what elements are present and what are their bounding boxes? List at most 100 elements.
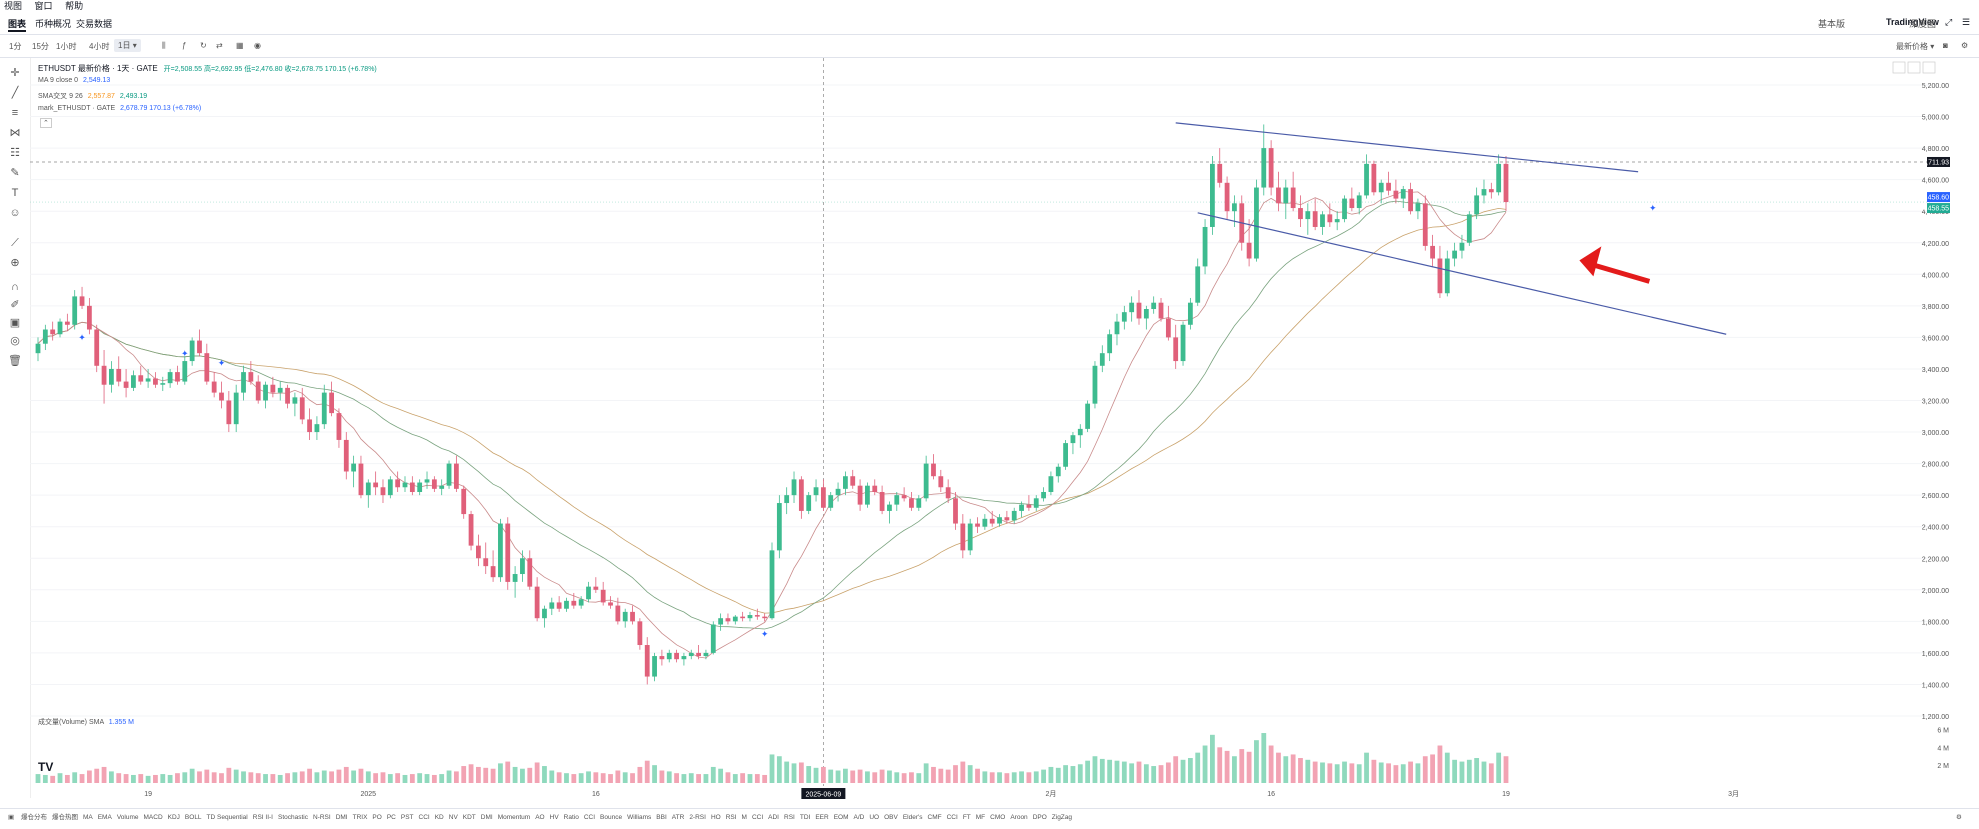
indicator-item[interactable]: RSI: [784, 814, 795, 821]
compare-icon[interactable]: ⇄: [216, 41, 223, 50]
indicator-item[interactable]: CCI: [751, 814, 764, 821]
indicator-item[interactable]: PO: [372, 814, 382, 821]
indicator-item[interactable]: HV: [549, 814, 559, 821]
indicator-item[interactable]: 爆仓热图: [51, 814, 78, 821]
trendline-icon[interactable]: ╱: [11, 87, 19, 99]
pencil-lock-icon[interactable]: ✐: [10, 299, 20, 311]
settings-icon[interactable]: ⚙: [1956, 814, 1962, 821]
indicator-item[interactable]: Momentum: [497, 814, 531, 821]
gann-icon[interactable]: ☷: [10, 147, 20, 159]
indicator-item[interactable]: DMI: [480, 814, 493, 821]
trash-icon[interactable]: 🗑: [8, 355, 22, 367]
interval-4h[interactable]: 4小时: [89, 42, 110, 51]
indicator-item[interactable]: Bounce: [600, 814, 623, 821]
replay-icon[interactable]: ↻: [200, 41, 207, 50]
gear-icon[interactable]: ⚙: [1961, 41, 1969, 50]
tab-coin-overview[interactable]: 币种概况: [35, 19, 72, 29]
indicator-item[interactable]: Aroon: [1010, 814, 1028, 821]
indicator-item[interactable]: PST: [400, 814, 414, 821]
indicator-item[interactable]: EOM: [833, 814, 849, 821]
indicator-item[interactable]: KDJ: [167, 814, 180, 821]
indicator-item[interactable]: HO: [710, 814, 721, 821]
indicator-item[interactable]: KDT: [462, 814, 476, 821]
indicator-item[interactable]: MF: [975, 814, 986, 821]
tab-trading-data[interactable]: 交易数据: [76, 19, 113, 29]
zoom-icon[interactable]: ⊕: [10, 257, 20, 269]
indicator-item[interactable]: MACD: [143, 814, 163, 821]
indicator-item[interactable]: Stochastic: [277, 814, 308, 821]
indicator-item[interactable]: N-RSI: [312, 814, 331, 821]
indicator-item[interactable]: CMO: [990, 814, 1006, 821]
indicator-item[interactable]: M: [741, 814, 747, 821]
indicator-item[interactable]: AO: [535, 814, 545, 821]
legend-symbol[interactable]: ETHUSDT 最新价格 · 1天 · GATE: [38, 64, 158, 73]
indicator-item[interactable]: ZigZag: [1051, 814, 1073, 821]
interval-1m[interactable]: 1分: [9, 42, 22, 51]
indicator-item[interactable]: ATR: [671, 814, 685, 821]
ruler-icon[interactable]: ⟋: [11, 237, 19, 249]
mode-depth[interactable]: 深度图: [1909, 19, 1937, 29]
settings-circle-icon[interactable]: ◉: [254, 41, 261, 50]
menu-window[interactable]: 窗口: [34, 1, 53, 11]
indicator-item[interactable]: CCI: [583, 814, 596, 821]
menu-view[interactable]: 视图: [4, 1, 23, 11]
mode-basic[interactable]: 基本版: [1818, 19, 1846, 29]
candle-type-icon[interactable]: ⫼: [162, 41, 166, 50]
indicator-item[interactable]: FT: [962, 814, 971, 821]
legend-mark-row[interactable]: mark_ETHUSDT · GATE 2,678.79 170.13 (+6.…: [38, 105, 201, 112]
indicator-item[interactable]: EER: [815, 814, 829, 821]
chart-canvas[interactable]: 5,200.005,000.004,800.004,600.004,400.00…: [30, 58, 1950, 808]
indicator-item[interactable]: EMA: [97, 814, 112, 821]
indicator-item[interactable]: KD: [434, 814, 444, 821]
interval-1d[interactable]: 1日 ▾: [114, 39, 141, 52]
camera-icon[interactable]: ◙: [1943, 41, 1948, 50]
emoji-icon[interactable]: ☺: [9, 207, 21, 219]
lock-icon[interactable]: ▣: [9, 317, 21, 329]
indicator-item[interactable]: OBV: [884, 814, 898, 821]
menu-help[interactable]: 帮助: [65, 1, 84, 11]
indicator-item[interactable]: BOLL: [184, 814, 202, 821]
menu-icon[interactable]: ☰: [1962, 17, 1971, 27]
text-icon[interactable]: T: [11, 187, 19, 199]
indicator-item[interactable]: DPO: [1032, 814, 1047, 821]
indicator-item[interactable]: BBI: [656, 814, 667, 821]
legend-ma-row[interactable]: MA 9 close 0 2,549.13: [38, 77, 110, 84]
indicators-icon[interactable]: ƒ: [182, 41, 187, 50]
latest-price-select[interactable]: 最新价格 ▾: [1896, 42, 1935, 51]
indicator-item[interactable]: Volume: [116, 814, 139, 821]
indicator-item[interactable]: TDI: [799, 814, 811, 821]
indicator-item[interactable]: Ratio: [563, 814, 579, 821]
indicator-item[interactable]: CCI: [946, 814, 958, 821]
indicator-item[interactable]: UO: [869, 814, 880, 821]
pattern-icon[interactable]: ⋈: [9, 127, 21, 139]
indicator-item[interactable]: TRIX: [352, 814, 368, 821]
indicator-item[interactable]: Elder's: [902, 814, 923, 821]
indicator-bar-icon[interactable]: ▣: [8, 814, 15, 821]
expand-icon[interactable]: ⤢: [1945, 17, 1953, 27]
indicator-item[interactable]: DMI: [335, 814, 348, 821]
legend-sma-row[interactable]: SMA交叉 9 26 2,557.87 2,493.19: [38, 91, 147, 101]
indicator-item[interactable]: CCI: [418, 814, 430, 821]
crosshair-icon[interactable]: ✛: [10, 67, 20, 79]
indicator-item[interactable]: ADI: [768, 814, 779, 821]
legend-volume-row[interactable]: 成交量(Volume) SMA 1.355 M: [38, 717, 134, 727]
eye-icon[interactable]: ◎: [10, 335, 20, 347]
indicator-item[interactable]: MA: [82, 814, 93, 821]
fib-icon[interactable]: ≡: [11, 107, 19, 119]
indicator-item[interactable]: Williams: [627, 814, 652, 821]
indicator-item[interactable]: PC: [386, 814, 396, 821]
indicator-item[interactable]: NV: [448, 814, 458, 821]
indicator-item[interactable]: CMF: [927, 814, 942, 821]
indicator-item[interactable]: TD Sequential: [206, 814, 248, 821]
indicator-item[interactable]: RSI: [725, 814, 737, 821]
mode-tradingview[interactable]: TradingView: [1886, 17, 1939, 27]
collapse-legend-icon[interactable]: ⌃: [40, 118, 52, 128]
indicator-item[interactable]: A/D: [853, 814, 865, 821]
indicator-item[interactable]: RSI II-I: [252, 814, 273, 821]
brush-icon[interactable]: ✎: [10, 167, 20, 179]
interval-15m[interactable]: 15分: [32, 42, 49, 51]
layout-icon[interactable]: ▦: [236, 41, 244, 50]
interval-1h[interactable]: 1小时: [56, 42, 77, 51]
tab-chart[interactable]: 图表: [8, 17, 27, 32]
indicator-item[interactable]: 爆仓分布: [20, 814, 47, 821]
